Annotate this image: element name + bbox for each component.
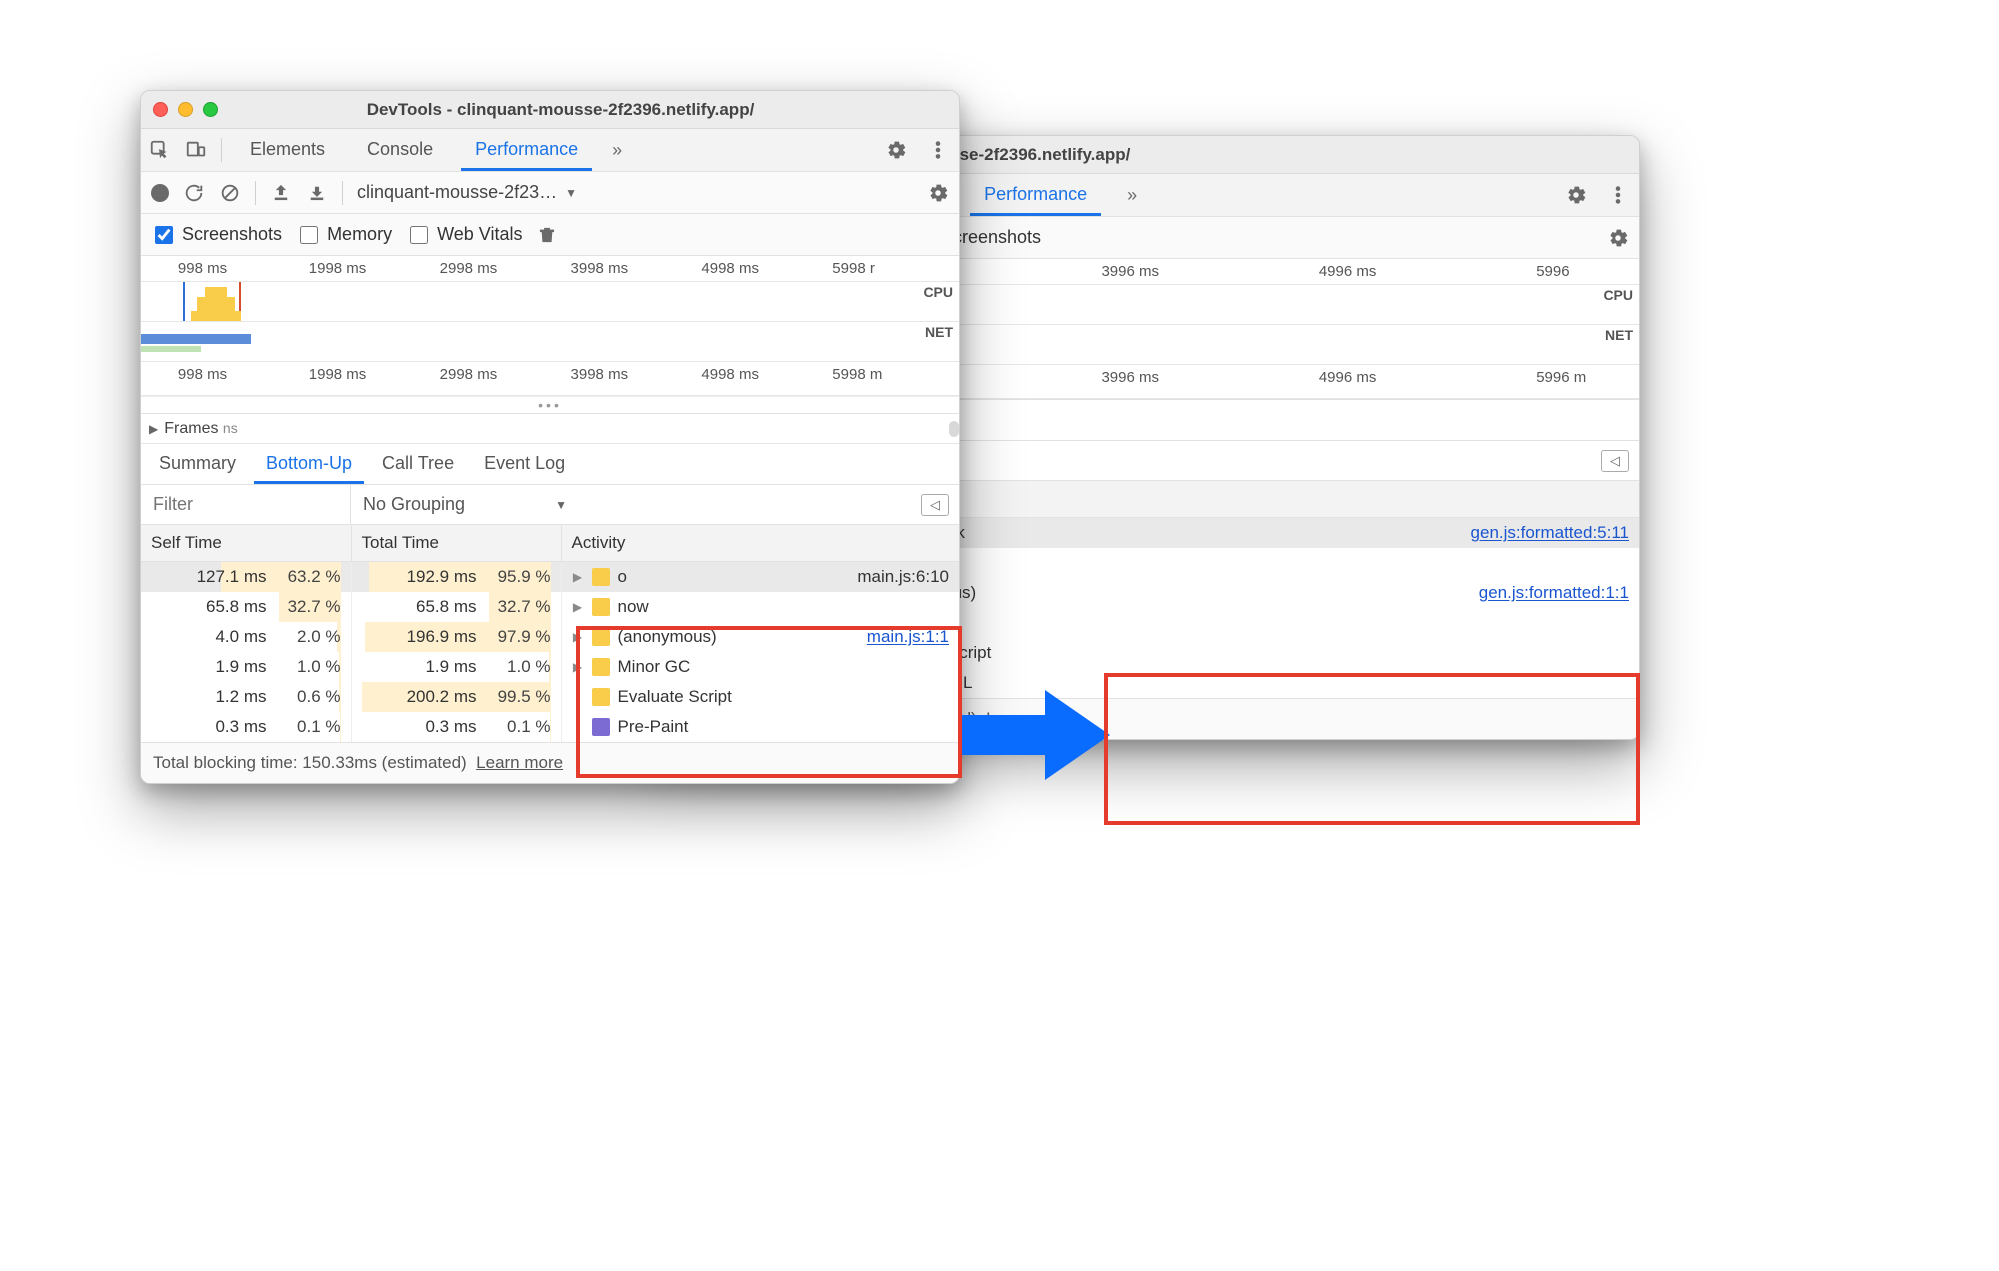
- table-row[interactable]: 1.9 ms1.0 %1.9 ms1.0 %▶Minor GC: [141, 652, 959, 682]
- swatch-icon: [592, 568, 610, 586]
- tab-performance[interactable]: Performance: [461, 129, 592, 171]
- close-icon[interactable]: [153, 102, 168, 117]
- grouping-dropdown[interactable]: No Grouping▼: [351, 485, 579, 524]
- subtabs: Summary Bottom-Up Call Tree Event Log: [141, 444, 959, 485]
- timeline-block: 998 ms1998 ms2998 ms3998 ms4998 ms5998 r…: [141, 256, 959, 414]
- toolbar-row: clinquant-mousse-2f23… ▼: [141, 172, 959, 214]
- source-link: main.js:6:10: [857, 567, 949, 587]
- source-link[interactable]: gen.js:formatted:1:1: [1479, 583, 1629, 603]
- swatch-icon: [592, 718, 610, 736]
- table-row[interactable]: 4.0 ms2.0 %196.9 ms97.9 %▶(anonymous)mai…: [141, 622, 959, 652]
- trash-icon[interactable]: [536, 224, 558, 246]
- options-row: Screenshots Memory Web Vitals: [141, 214, 959, 256]
- gear-icon[interactable]: [927, 182, 949, 204]
- table-row[interactable]: 0.3 ms0.1 %0.3 ms0.1 %Pre-Paint: [141, 712, 959, 742]
- arrow-icon: [960, 690, 1110, 785]
- subtab-eventlog[interactable]: Event Log: [472, 444, 577, 484]
- scroll-thumb[interactable]: [949, 421, 959, 437]
- activity-name: (anonymous): [618, 627, 717, 647]
- titlebar: DevTools - clinquant-mousse-2f2396.netli…: [141, 91, 959, 129]
- url-dropdown[interactable]: clinquant-mousse-2f23… ▼: [357, 182, 577, 203]
- chevron-down-icon: ▼: [565, 186, 577, 200]
- vertical-dots-icon[interactable]: [927, 139, 949, 161]
- learn-more-link[interactable]: Learn more: [476, 753, 563, 772]
- gear-icon[interactable]: [1565, 184, 1587, 206]
- sidepane-toggle-icon[interactable]: ◁: [921, 494, 949, 516]
- activity-name: Pre-Paint: [618, 717, 689, 737]
- col-activity[interactable]: Activity: [561, 525, 959, 562]
- chevron-right-icon: ▶: [149, 422, 158, 436]
- swatch-icon: [592, 598, 610, 616]
- activity-table: Self Time Total Time Activity 127.1 ms63…: [141, 525, 959, 742]
- source-link[interactable]: main.js:1:1: [867, 627, 949, 647]
- chevron-right-icon[interactable]: ▶: [572, 630, 584, 644]
- filter-input[interactable]: [141, 485, 351, 524]
- subtab-bottomup[interactable]: Bottom-Up: [254, 444, 364, 484]
- download-icon[interactable]: [306, 182, 328, 204]
- window-front: DevTools - clinquant-mousse-2f2396.netli…: [140, 90, 960, 784]
- filter-row: No Grouping▼ ◁: [141, 485, 959, 525]
- chevron-right-icon[interactable]: ▶: [572, 660, 584, 674]
- subtab-calltree[interactable]: Call Tree: [370, 444, 466, 484]
- record-icon[interactable]: [151, 184, 169, 202]
- gear-icon[interactable]: [1607, 227, 1629, 249]
- ruler-bottom: 998 ms1998 ms2998 ms3998 ms4998 ms5998 m: [141, 362, 959, 396]
- zoom-icon[interactable]: [203, 102, 218, 117]
- ellipsis-icon: •••: [141, 396, 959, 413]
- checkbox-memory[interactable]: Memory: [296, 223, 392, 247]
- url-text: clinquant-mousse-2f23…: [357, 182, 557, 203]
- activity-name: o: [618, 567, 627, 587]
- col-total-time[interactable]: Total Time: [351, 525, 561, 562]
- swatch-icon: [592, 628, 610, 646]
- ruler-top: 998 ms1998 ms2998 ms3998 ms4998 ms5998 r: [141, 256, 959, 282]
- chevron-right-icon[interactable]: »: [1121, 184, 1143, 206]
- inspect-icon[interactable]: [149, 139, 171, 161]
- subtab-summary[interactable]: Summary: [147, 444, 248, 484]
- tab-elements[interactable]: Elements: [236, 129, 339, 171]
- tab-console[interactable]: Console: [353, 129, 447, 171]
- traffic-lights: [153, 102, 218, 117]
- activity-name: Evaluate Script: [618, 687, 732, 707]
- vertical-dots-icon[interactable]: [1607, 184, 1629, 206]
- footer: Total blocking time: 150.33ms (estimated…: [141, 742, 959, 783]
- source-link[interactable]: gen.js:formatted:5:11: [1471, 523, 1629, 543]
- table-row[interactable]: 65.8 ms32.7 %65.8 ms32.7 %▶now: [141, 592, 959, 622]
- footer-text: Total blocking time: 150.33ms (estimated…: [153, 753, 467, 772]
- checkbox-screenshots[interactable]: Screenshots: [151, 223, 282, 247]
- chevron-right-icon[interactable]: »: [606, 139, 628, 161]
- clear-icon[interactable]: [219, 182, 241, 204]
- cpu-lane: CPU: [141, 282, 959, 322]
- chevron-right-icon[interactable]: ▶: [572, 600, 584, 614]
- chevron-right-icon[interactable]: ▶: [572, 570, 584, 584]
- table-row[interactable]: 1.2 ms0.6 %200.2 ms99.5 %Evaluate Script: [141, 682, 959, 712]
- col-self-time[interactable]: Self Time: [141, 525, 351, 562]
- minimize-icon[interactable]: [178, 102, 193, 117]
- table-row[interactable]: 127.1 ms63.2 %192.9 ms95.9 %▶omain.js:6:…: [141, 562, 959, 593]
- net-lane: NET: [141, 322, 959, 362]
- upload-icon[interactable]: [270, 182, 292, 204]
- window-title: DevTools - clinquant-mousse-2f2396.netli…: [234, 100, 947, 120]
- activity-name: Minor GC: [618, 657, 691, 677]
- frames-row[interactable]: ▶ Frames ns: [141, 414, 959, 444]
- swatch-icon: [592, 688, 610, 706]
- gear-icon[interactable]: [885, 139, 907, 161]
- sidepane-toggle-icon[interactable]: ◁: [1601, 450, 1629, 472]
- activity-name: now: [618, 597, 649, 617]
- checkbox-webvitals[interactable]: Web Vitals: [406, 223, 522, 247]
- reload-icon[interactable]: [183, 182, 205, 204]
- primary-tabs: Elements Console Performance »: [141, 129, 959, 172]
- device-toggle-icon[interactable]: [185, 139, 207, 161]
- swatch-icon: [592, 658, 610, 676]
- tab-performance[interactable]: Performance: [970, 174, 1101, 216]
- frames-label: Frames ns: [164, 420, 237, 438]
